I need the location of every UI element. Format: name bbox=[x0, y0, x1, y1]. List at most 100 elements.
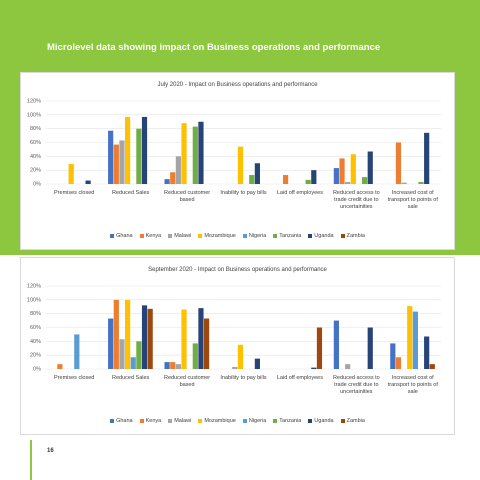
bar bbox=[108, 130, 114, 184]
x-tick-label: Premises closed bbox=[54, 190, 95, 196]
bar bbox=[249, 175, 255, 184]
bar bbox=[136, 341, 142, 369]
chart-box: July 2020 - Impact on Business operation… bbox=[20, 72, 455, 250]
bar bbox=[130, 357, 136, 369]
bar bbox=[311, 367, 317, 369]
bar bbox=[170, 172, 176, 184]
legend-item: Mozambique bbox=[198, 233, 236, 239]
bar bbox=[418, 181, 424, 184]
x-tick-label: Increased cost of transport to points of… bbox=[387, 375, 438, 395]
bar bbox=[181, 123, 187, 184]
legend: Ghana Kenya Malawi Mozambique Nigeria Tanzani… bbox=[21, 418, 454, 424]
bar bbox=[424, 336, 430, 369]
legend-label: Nigeria bbox=[248, 418, 267, 424]
y-tick-label: 40% bbox=[30, 339, 41, 345]
legend-item: Kenya bbox=[139, 233, 162, 239]
bar bbox=[204, 318, 210, 369]
legend-swatch bbox=[110, 418, 115, 423]
legend-item: Tanzania bbox=[273, 418, 301, 424]
bar bbox=[232, 366, 238, 369]
bar bbox=[113, 299, 119, 369]
bar bbox=[424, 132, 430, 184]
bar bbox=[74, 334, 80, 369]
page-number: 16 bbox=[47, 448, 54, 454]
legend-swatch bbox=[198, 418, 203, 423]
bar bbox=[175, 364, 181, 369]
page-rule bbox=[30, 440, 32, 480]
bar bbox=[367, 151, 373, 184]
bar bbox=[395, 142, 402, 184]
y-tick-label: 20% bbox=[30, 168, 41, 174]
bar bbox=[192, 126, 198, 184]
bar bbox=[125, 116, 131, 184]
bar bbox=[108, 318, 114, 369]
legend-swatch bbox=[340, 418, 345, 423]
legend-label: Mozambique bbox=[204, 233, 236, 239]
bar bbox=[333, 320, 339, 369]
bar bbox=[147, 308, 153, 369]
legend-label: Uganda bbox=[314, 233, 334, 239]
bar bbox=[429, 364, 435, 369]
bar bbox=[237, 344, 244, 369]
legend-swatch bbox=[139, 418, 144, 423]
y-tick-label: 120% bbox=[27, 98, 41, 104]
bar bbox=[125, 299, 131, 369]
bar bbox=[333, 168, 339, 184]
legend-swatch bbox=[242, 233, 247, 238]
plot: 0% 20% 40% 60% 80% 100% 120% bbox=[27, 98, 441, 187]
x-tick-label: Premises closed bbox=[54, 375, 95, 381]
legend-swatch bbox=[273, 418, 278, 423]
bar bbox=[119, 339, 125, 369]
y-tick-label: 60% bbox=[30, 140, 41, 146]
bar bbox=[367, 327, 373, 369]
bar bbox=[412, 311, 418, 369]
legend-swatch bbox=[168, 418, 173, 423]
legend-swatch bbox=[308, 233, 313, 238]
legend-item: Ghana bbox=[110, 418, 133, 424]
legend-swatch bbox=[110, 233, 115, 238]
bar bbox=[345, 364, 351, 369]
bar bbox=[339, 158, 345, 184]
x-tick-label: Reduced customer based bbox=[163, 190, 211, 203]
bar bbox=[254, 163, 260, 184]
bar bbox=[390, 343, 396, 369]
legend-swatch bbox=[340, 233, 345, 238]
x-tick-label: Laid off employees bbox=[276, 375, 323, 381]
y-tick-label: 100% bbox=[27, 112, 41, 118]
bar bbox=[136, 128, 142, 184]
page-heading: Microlevel data showing impact on Busine… bbox=[47, 42, 381, 53]
bar bbox=[311, 170, 317, 184]
legend-label: Nigeria bbox=[248, 233, 267, 239]
y-tick-label: 0% bbox=[33, 181, 41, 187]
legend-label: Tanzania bbox=[279, 233, 302, 239]
x-tick-label: Increased cost of transport to points of… bbox=[387, 190, 438, 210]
bar bbox=[85, 180, 91, 184]
x-tick-label: Inability to pay bills bbox=[220, 190, 267, 196]
legend-label: Tanzania bbox=[279, 418, 302, 424]
bar bbox=[141, 305, 148, 369]
legend-item: Zambia bbox=[340, 418, 365, 424]
bar bbox=[401, 182, 407, 184]
legend-label: Kenya bbox=[145, 233, 162, 239]
y-tick-label: 100% bbox=[27, 297, 41, 303]
bar bbox=[395, 357, 402, 369]
legend-item: Uganda bbox=[308, 418, 334, 424]
legend-swatch bbox=[198, 233, 203, 238]
x-tick-label: Laid off employees bbox=[276, 190, 323, 196]
bar bbox=[407, 306, 413, 369]
legend-swatch bbox=[168, 233, 173, 238]
bar bbox=[119, 140, 125, 184]
y-tick-label: 60% bbox=[30, 325, 41, 331]
bar bbox=[181, 309, 187, 369]
legend-item: Mozambique bbox=[198, 418, 236, 424]
bar bbox=[198, 121, 204, 184]
y-tick-label: 80% bbox=[30, 126, 41, 132]
bar bbox=[198, 308, 204, 369]
y-tick-label: 20% bbox=[30, 353, 41, 359]
x-tick-label: Reduced customer based bbox=[163, 375, 211, 388]
legend-item: Tanzania bbox=[273, 233, 301, 239]
x-tick-label: Reduced access to trade credit due to un… bbox=[332, 375, 380, 395]
bar bbox=[57, 364, 63, 369]
legend-swatch bbox=[273, 233, 278, 238]
